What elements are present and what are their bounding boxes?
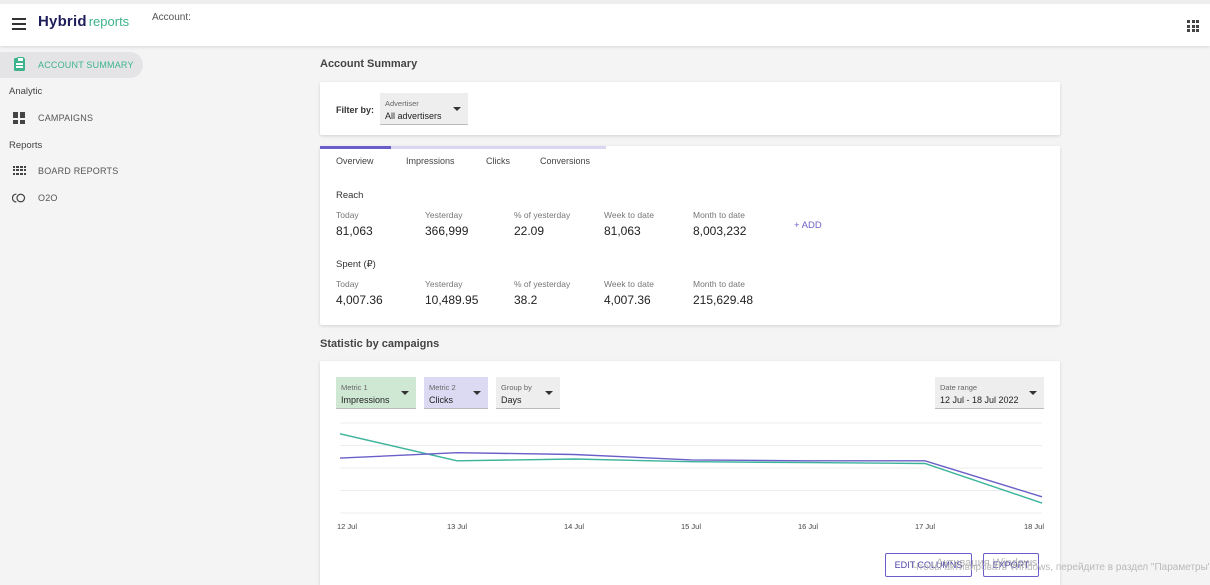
reach-label-month: Month to date [693,210,745,220]
chevron-down-icon [401,391,409,395]
chevron-down-icon [473,391,481,395]
series-line-clicks [339,451,1043,498]
reach-value-yesterday: 366,999 [425,224,469,238]
spent-title: Spent (₽) [336,259,376,270]
chevron-down-icon [1029,391,1037,395]
logo-light-text: reports [88,14,130,29]
spent-value-month: 215,629.48 [693,293,754,307]
spent-value-week: 4,007.36 [604,293,651,307]
reach-label-pct-yesterday: % of yesterday [514,210,571,220]
sidebar-item-label: O2O [38,193,58,203]
windows-activation-title: Активация Windows [936,557,1038,569]
advertiser-select-value: All advertisers [385,111,442,121]
reach-value-today: 81,063 [336,224,373,238]
x-tick-label: 17 Jul [915,522,935,531]
clipboard-icon [13,57,25,71]
tab-overview[interactable]: Overview [336,156,374,166]
x-tick-label: 12 Jul [337,522,357,531]
grid-icon [12,166,27,176]
spent-value-yesterday: 10,489.95 [425,293,479,307]
date-range-value: 12 Jul - 18 Jul 2022 [940,395,1019,405]
x-tick-label: 14 Jul [564,522,584,531]
sidebar-item-campaigns[interactable]: CAMPAIGNS [12,112,93,124]
page-title: Account Summary [320,58,418,70]
x-tick-label: 16 Jul [798,522,818,531]
menu-icon[interactable] [12,18,26,30]
filter-label: Filter by: [336,105,375,115]
date-range-label: Date range [940,383,978,392]
sidebar-item-account-summary[interactable]: ACCOUNT SUMMARY [12,57,134,71]
chevron-down-icon [453,107,461,111]
dashboard-icon [13,112,25,124]
metric2-select[interactable]: Metric 2 Clicks [424,377,488,409]
metric2-label: Metric 2 [429,383,456,392]
metric1-label: Metric 1 [341,383,368,392]
tab-clicks[interactable]: Clicks [486,156,510,166]
overview-card: Overview Impressions Clicks Conversions … [320,146,1060,325]
top-app-bar: Hybrid reports Account: [0,0,1210,46]
apps-grid-icon[interactable] [1187,20,1199,32]
statistic-title: Statistic by campaigns [320,338,440,350]
spent-value-today: 4,007.36 [336,293,383,307]
tab-active-indicator [320,146,391,149]
windows-activation-text: Чтобы активировать Windows, перейдите в … [912,562,1210,573]
reach-value-week: 81,063 [604,224,641,238]
o2o-icon [12,193,26,203]
logo-bold-text: Hybrid [38,13,87,30]
group-by-select[interactable]: Group by Days [496,377,560,409]
chevron-down-icon [545,391,553,395]
add-metric-button[interactable]: + ADD [794,220,822,231]
group-by-label: Group by [501,383,532,392]
filter-card: Filter by: Advertiser All advertisers [320,82,1060,135]
reach-value-month: 8,003,232 [693,224,747,238]
reach-title: Reach [336,190,364,201]
sidebar-item-label: ACCOUNT SUMMARY [38,59,134,70]
reach-label-today: Today [336,210,359,220]
tab-impressions[interactable]: Impressions [406,156,455,166]
line-chart: 12 Jul 13 Jul 14 Jul 15 Jul 16 Jul 17 Jul 18 J… [337,422,1044,531]
account-label: Account: [152,12,191,23]
advertiser-select[interactable]: Advertiser All advertisers [380,93,468,125]
reach-label-week: Week to date [604,210,654,220]
spent-value-pct-yesterday: 38.2 [514,293,538,307]
spent-label-week: Week to date [604,279,654,289]
sidebar-item-label: BOARD REPORTS [38,166,119,176]
metric1-value: Impressions [341,395,390,405]
metric2-value: Clicks [429,395,453,405]
spent-label-month: Month to date [693,279,745,289]
sidebar-section-analytic: Analytic [9,86,43,97]
spent-label-yesterday: Yesterday [425,279,463,289]
x-tick-label: 13 Jul [447,522,467,531]
advertiser-select-label: Advertiser [385,99,419,108]
app-logo[interactable]: Hybrid reports [38,13,129,30]
metric1-select[interactable]: Metric 1 Impressions [336,377,416,409]
x-tick-label: 15 Jul [681,522,701,531]
x-tick-label: 18 Jul [1024,522,1044,531]
series-line-impressions [339,433,1043,504]
sidebar-item-o2o[interactable]: O2O [12,192,58,204]
reach-value-pct-yesterday: 22.09 [514,224,545,238]
sidebar-section-reports: Reports [9,140,43,151]
spent-label-pct-yesterday: % of yesterday [514,279,571,289]
spent-label-today: Today [336,279,359,289]
group-by-value: Days [501,395,522,405]
edit-columns-button[interactable]: EDIT COLUMNS [885,553,972,577]
statistic-card: Metric 1 Impressions Metric 2 Clicks Gro… [320,361,1060,585]
reach-label-yesterday: Yesterday [425,210,463,220]
sidebar-item-label: CAMPAIGNS [38,113,94,123]
export-button[interactable]: EXPORT [983,553,1039,577]
tab-conversions[interactable]: Conversions [540,156,591,166]
sidebar-item-board-reports[interactable]: BOARD REPORTS [12,166,118,176]
tabs-track [320,146,606,149]
date-range-select[interactable]: Date range 12 Jul - 18 Jul 2022 [935,377,1044,409]
